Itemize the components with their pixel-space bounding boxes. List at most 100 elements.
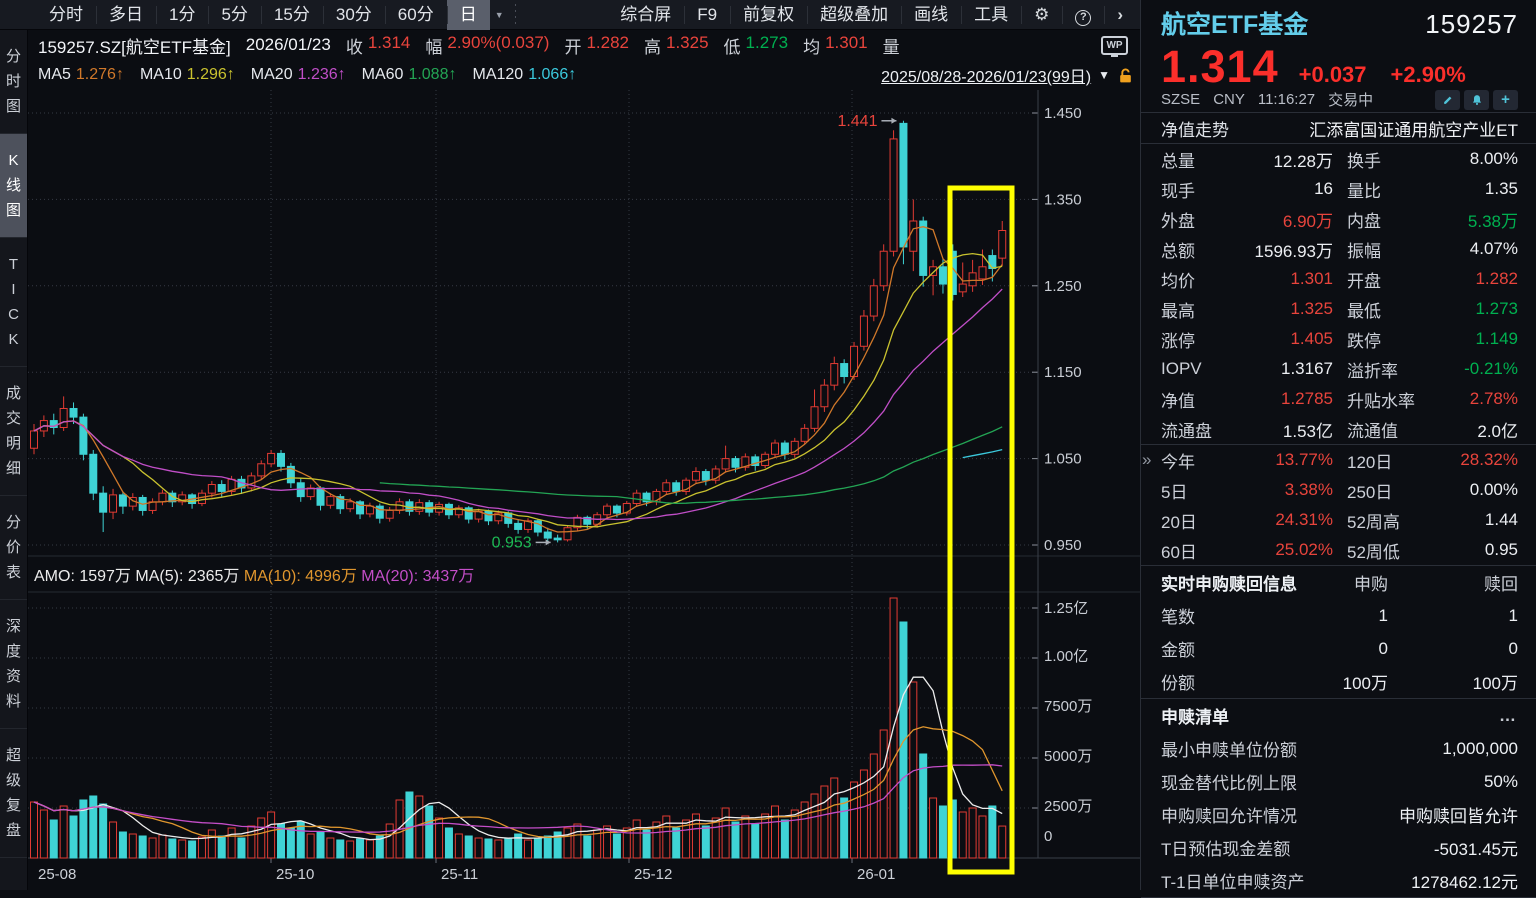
- period-button-1[interactable]: 多日: [96, 0, 156, 30]
- period-button-4[interactable]: 15分: [260, 0, 323, 30]
- rt-col-subscribe: 申购: [1354, 575, 1388, 594]
- sidebar-item-3[interactable]: 成交明细: [0, 367, 27, 496]
- list-row-4: T-1日单位申赎资产 1278462.12元: [1161, 873, 1518, 892]
- last-price: 1.314: [1161, 41, 1279, 92]
- currency-label: CNY: [1213, 91, 1245, 108]
- info-field-1: 幅 2.90%(0.037): [425, 32, 550, 57]
- toolbar-divider: [514, 3, 516, 26]
- rt-data-row-2: 份额 100万 100万: [1161, 674, 1518, 693]
- svg-text:1.441: 1.441: [837, 113, 877, 130]
- svg-text:25-12: 25-12: [634, 866, 672, 883]
- quote-stat-row-1: 现手 16 量比 1.35: [1161, 179, 1518, 201]
- quote-header: 航空ETF基金 159257: [1161, 0, 1518, 41]
- kline-chart[interactable]: 1.450 1.350 1.250 1.150 1.050 0.950 1.25亿 1.00亿…: [28, 90, 1140, 890]
- quote-stat-row-3: 总额 1596.93万 振幅 4.07%: [1161, 239, 1518, 261]
- sidebar-item-4[interactable]: 分价表: [0, 496, 27, 600]
- ma-legend-ma20: MA20 1.236↑: [250, 66, 346, 83]
- kline-info-bar: 159257.SZ[航空ETF基金] 2026/01/23 收 1.314 幅 2.9…: [28, 30, 1140, 60]
- svg-text:1.250: 1.250: [1044, 278, 1082, 295]
- list-row-2: 申购赎回允许情况 申购赎回皆允许: [1161, 807, 1518, 826]
- rt-data-row-0: 笔数 1 1: [1161, 605, 1518, 628]
- ma-legend-ma5: MA5 1.276↑: [38, 66, 124, 83]
- trading-status: 交易中: [1328, 92, 1374, 109]
- subscription-list-section: 申赎清单 … 最小申赎单位份额 1,000,000 现金替代比例上限 50% 申购赎回允…: [1161, 699, 1518, 897]
- period-button-3[interactable]: 5分: [208, 0, 260, 30]
- amo-legend: AMO: 1597万 MA(5): 2365万 MA(10): 4996万 MA…: [34, 568, 474, 585]
- info-field-6: 量: [882, 37, 900, 57]
- highlight-box: [947, 185, 1015, 875]
- kline-chart-svg[interactable]: 1.450 1.350 1.250 1.150 1.050 0.950 1.25亿 1.00亿…: [28, 90, 1140, 890]
- volume-ma-lines: [33, 676, 1003, 841]
- candles: [30, 120, 1007, 543]
- price-row: 1.314 +0.037 +2.90%: [1161, 41, 1518, 92]
- lock-icon[interactable]: [1117, 67, 1134, 84]
- edit-icon[interactable]: [1435, 89, 1460, 110]
- quote-stat-row-9: 流通盘 1.53亿 流通值 2.0亿: [1161, 421, 1518, 441]
- toolbar-right-buttons: 综合屏 F9 前复权 超级叠加 画线 工具 ⚙? ›: [607, 0, 1140, 29]
- wp-monitor-icon[interactable]: WP: [1101, 35, 1128, 57]
- ma-legend-ma120: MA120 1.066↑: [472, 66, 577, 83]
- gear-button[interactable]: ⚙: [1021, 0, 1062, 30]
- period-button-6[interactable]: 60分: [384, 0, 447, 30]
- chart-grid: 1.450 1.350 1.250 1.150 1.050 0.950 1.25亿 1.00亿…: [28, 90, 1140, 863]
- period-button-5[interactable]: 30分: [322, 0, 385, 30]
- info-field-5: 均 1.301: [803, 32, 868, 57]
- toolbar-button-5[interactable]: 工具: [961, 0, 1021, 30]
- performance-row-1: 5日 3.38% 250日 0.00%: [1161, 480, 1518, 502]
- quote-stat-row-4: 均价 1.301 开盘 1.282: [1161, 269, 1518, 291]
- toolbar-button-4[interactable]: 画线: [901, 0, 961, 30]
- volume-bars: [30, 597, 1007, 859]
- svg-text:0.950: 0.950: [1044, 537, 1082, 554]
- fund-full-name: 汇添富国证通用航空产业ET: [1309, 120, 1518, 140]
- svg-text:1.450: 1.450: [1044, 105, 1082, 122]
- add-icon[interactable]: +: [1493, 89, 1518, 110]
- ohlc-fields: 收 1.314 幅 2.90%(0.037) 开 1.282 高 1.325 低 1.273 均 1.…: [346, 33, 900, 58]
- bell-icon[interactable]: [1464, 89, 1489, 110]
- symbol-label: 159257.SZ[航空ETF基金]: [38, 37, 231, 57]
- period-buttons: 分时 多日 1分 5分 15分 30分 60分日 ▼: [0, 0, 516, 30]
- nav-trend-label[interactable]: 净值走势: [1161, 120, 1229, 140]
- realtime-subscription-section: 实时申购赎回信息 申购 赎回 笔数 1 1 金额 0 0 份额 100万 100万: [1141, 566, 1536, 699]
- toolbar-button-2[interactable]: 前复权: [730, 0, 807, 30]
- period-button-2[interactable]: 1分: [156, 0, 208, 30]
- svg-text:25-11: 25-11: [441, 866, 478, 883]
- x-axis-labels: 25-08 25-10 25-11 25-12 26-01: [38, 866, 895, 883]
- quote-time: 11:16:27: [1257, 91, 1316, 108]
- period-dropdown-icon[interactable]: ▼: [494, 9, 504, 20]
- stats-section: 总量 12.28万 换手 8.00% 现手 16 量比 1.35 外盘 6.90万 内盘 5.38万总…: [1141, 144, 1536, 445]
- sidebar-item-0[interactable]: 分时图: [0, 30, 27, 134]
- ma-legend-items: MA5 1.276↑ MA10 1.296↑ MA20 1.236↑ MA60 1.088↑ M…: [38, 66, 576, 84]
- list-row-1: 现金替代比例上限 50%: [1161, 771, 1518, 794]
- expand-button[interactable]: ›: [1104, 0, 1136, 30]
- collapse-panel-icon[interactable]: »: [1142, 450, 1152, 469]
- toolbar-button-0[interactable]: 综合屏: [620, 4, 672, 24]
- sidebar-item-5[interactable]: 深度资料: [0, 600, 27, 729]
- performance-row-0: 今年 13.77% 120日 28.32%: [1161, 450, 1518, 472]
- market-meta-row: SZSE CNY 11:16:27 交易中 +: [1161, 87, 1518, 112]
- info-field-3: 高 1.325: [644, 32, 709, 57]
- price-change-pct: +2.90%: [1390, 62, 1466, 87]
- help-button[interactable]: ?: [1062, 0, 1104, 30]
- period-button-selected[interactable]: 日: [446, 0, 490, 30]
- quote-stat-row-6: 涨停 1.405 跌停 1.149: [1161, 329, 1518, 351]
- ma-legend-bar: MA5 1.276↑ MA10 1.296↑ MA20 1.236↑ MA60 1.088↑ M…: [28, 60, 1140, 90]
- nav-trend-row[interactable]: 净值走势 汇添富国证通用航空产业ET: [1141, 113, 1536, 144]
- price-change: +0.037: [1298, 62, 1367, 87]
- price-annotations: 1.441 0.953: [492, 113, 897, 551]
- toolbar-button-3[interactable]: 超级叠加: [807, 0, 901, 30]
- period-button-0[interactable]: 分时: [49, 4, 83, 24]
- more-icon[interactable]: …: [1499, 705, 1518, 725]
- date-range-label[interactable]: 2025/08/28-2026/01/23(99日): [881, 69, 1092, 86]
- quote-stat-row-7: IOPV 1.3167 溢折率 -0.21%: [1161, 359, 1518, 381]
- svg-text:26-01: 26-01: [857, 866, 895, 883]
- toolbar-button-1[interactable]: F9: [684, 0, 730, 30]
- date-range-dropdown-icon[interactable]: ▼: [1098, 68, 1110, 82]
- info-field-2: 开 1.282: [564, 32, 629, 57]
- svg-text:5000万: 5000万: [1044, 748, 1092, 765]
- date-range-control[interactable]: 2025/08/28-2026/01/23(99日) ▼: [881, 63, 1134, 87]
- quote-stat-row-8: 净值 1.2785 升贴水率 2.78%: [1161, 389, 1518, 411]
- sidebar-item-6[interactable]: 超级复盘: [0, 729, 27, 858]
